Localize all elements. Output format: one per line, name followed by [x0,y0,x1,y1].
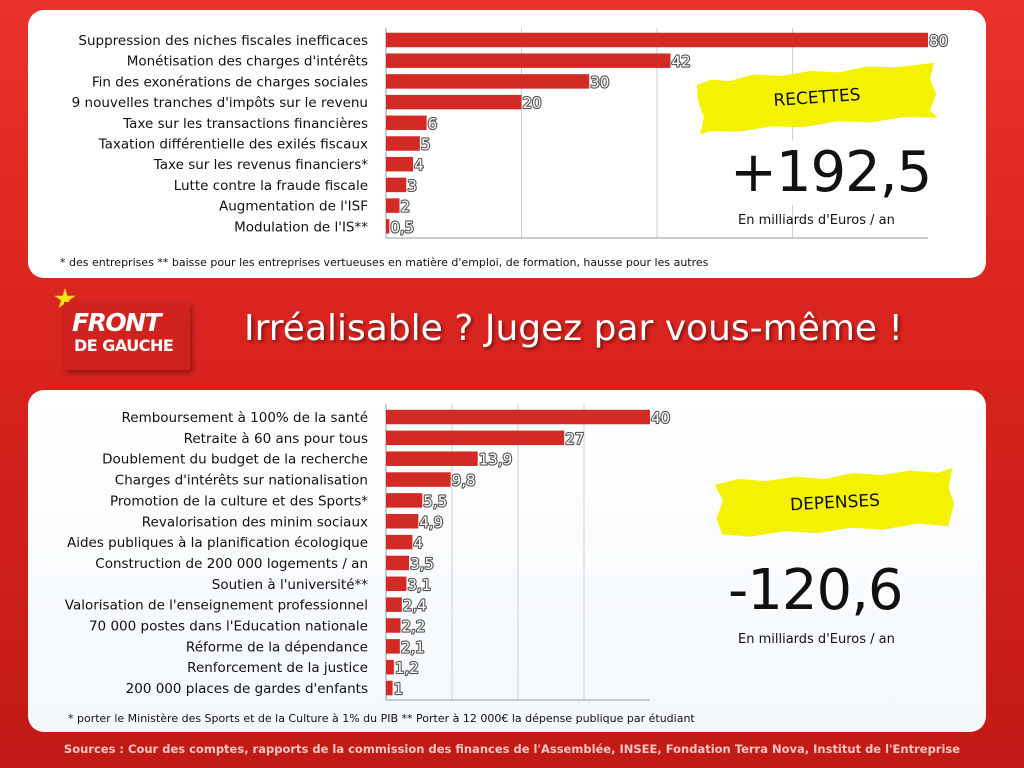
bar [386,32,928,48]
value-label: 40 [651,409,670,427]
category-label: Réforme de la dépendance [186,639,368,655]
category-label: Retraite à 60 ans pour tous [184,431,368,447]
category-label: Aides publiques à la planification écolo… [67,535,368,551]
value-label: 42 [672,53,691,71]
category-label: Suppression des niches fiscales ineffica… [78,33,368,49]
bar [386,618,401,633]
bar [386,680,393,696]
value-label: 30 [590,73,609,91]
value-label: 6 [428,115,438,133]
bar [386,534,413,550]
value-label: 5 [421,136,431,154]
category-label: Remboursement à 100% de la santé [122,410,369,426]
value-label: 2 [401,198,411,216]
value-label: 4 [413,534,423,552]
value-label: 9,8 [452,472,476,490]
bar [386,639,400,654]
category-label: Fin des exonérations de charges sociales [92,74,368,90]
value-label: 2,1 [401,638,425,656]
category-label: Taxe sur les revenus financiers* [153,157,369,173]
category-label: Charges d'intérêts sur nationalisation [115,473,368,489]
value-label: 2,4 [403,597,427,615]
recettes-footnote: * des entreprises ** baisse pour les ent… [60,256,709,269]
category-label: 9 nouvelles tranches d'impôts sur le rev… [72,95,368,111]
depenses-unit: En milliards d'Euros / an [738,632,895,647]
bar [386,451,478,466]
value-label: 1,2 [395,659,419,677]
category-label: 70 000 postes dans l'Education nationale [89,619,368,635]
bar [386,74,590,89]
category-label: Monétisation des charges d'intérêts [127,54,368,70]
category-label: Promotion de la culture et des Sports* [110,493,368,509]
category-label: Revalorisation des minim sociaux [142,514,368,530]
value-label: 5,5 [423,492,447,510]
bar [386,115,427,131]
depenses-sticker-label: DEPENSES [789,490,881,516]
category-label: 200 000 places de gardes d'enfants [126,681,368,697]
depenses-chart: Remboursement à 100% de la santé 40 Retrai… [65,404,671,701]
bar [386,156,414,172]
value-label: 2,2 [402,618,426,636]
category-label: Taxation différentielle des exilés fisca… [98,137,368,153]
value-label: 1 [394,680,404,698]
bar [386,409,650,425]
category-label: Construction de 200 000 logements / an [95,556,368,572]
value-label: 3 [407,177,417,195]
recettes-chart: Suppression des niches fiscales ineffica… [72,28,949,239]
bar [386,94,522,110]
depenses-total: -120,6 [728,558,904,623]
bar [386,555,410,571]
value-label: 3,5 [410,555,434,573]
value-label: 3,1 [407,576,431,594]
bar [386,514,419,529]
logo-line-1: FRONT [72,308,162,337]
bar [386,659,394,675]
recettes-sticker-label: RECETTES [772,84,862,112]
depenses-footnote: * porter le Ministère des Sports et de l… [68,712,695,725]
category-label: Lutte contre la fraude fiscale [174,178,368,194]
category-label: Renforcement de la justice [187,660,368,676]
value-label: 80 [929,32,948,50]
value-label: 0,5 [390,218,414,236]
bar [386,576,407,592]
recettes-unit: En milliards d'Euros / an [738,213,895,228]
bar [386,198,400,213]
category-label: Doublement du budget de la recherche [102,452,368,468]
value-label: 4,9 [419,513,443,531]
recettes-total: +192,5 [730,140,932,205]
value-label: 4 [414,156,424,174]
bar [386,219,390,234]
bar [386,136,420,151]
value-label: 27 [565,430,584,448]
bar [386,177,407,193]
logo-line-2: DE GAUCHE [74,336,174,355]
category-label: Taxe sur les transactions financières [122,116,368,132]
front-de-gauche-logo: FRONT DE GAUCHE [64,302,190,370]
page-title: Irréalisable ? Jugez par vous-même ! [244,308,903,349]
category-label: Soutien à l'université** [212,577,368,593]
bar [386,53,671,68]
category-label: Augmentation de l'ISF [219,199,368,215]
sources-line: Sources : Cour des comptes, rapports de … [63,742,961,756]
bar [386,597,402,612]
depenses-panel: Remboursement à 100% de la santé 40 Retrai… [28,390,986,732]
bar [386,493,423,508]
bar [386,472,451,487]
bar [386,430,565,446]
value-label: 20 [523,94,542,112]
value-label: 13,9 [479,451,512,469]
category-label: Modulation de l'IS** [234,219,368,235]
category-label: Valorisation de l'enseignement professio… [65,598,368,614]
